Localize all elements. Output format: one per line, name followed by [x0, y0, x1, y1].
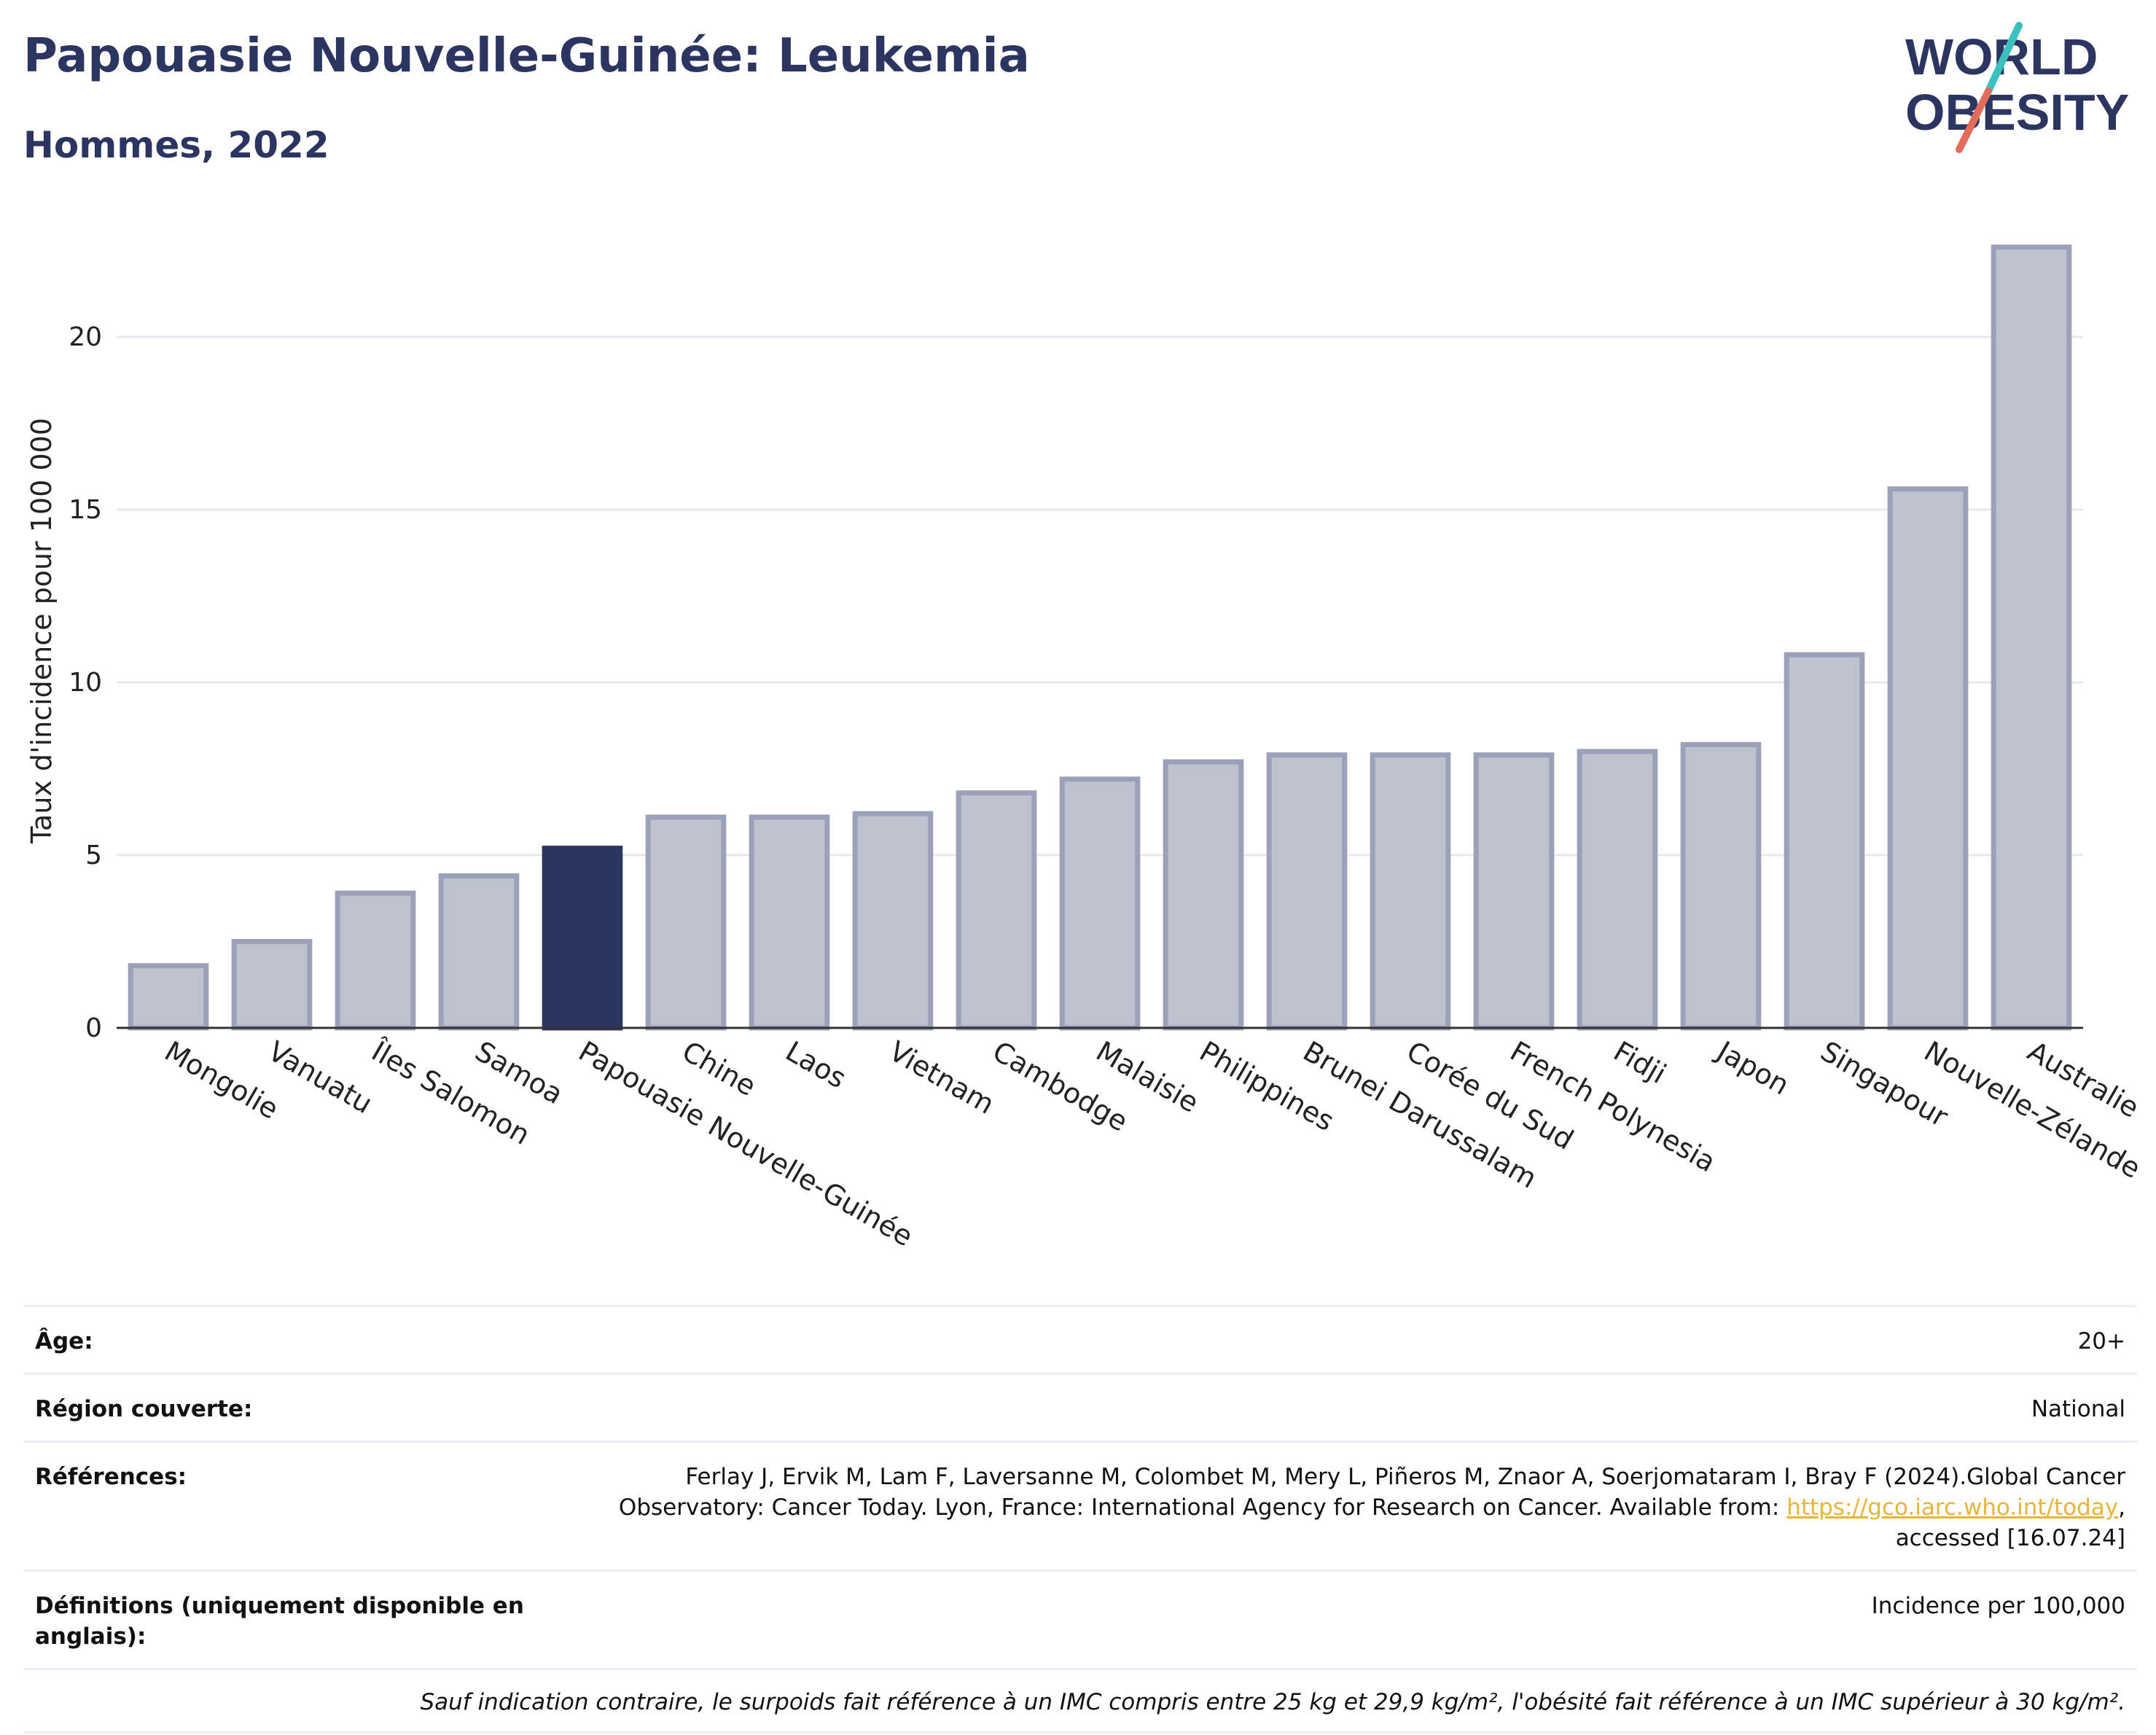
age-label: Âge:: [35, 1328, 93, 1354]
bar: [1059, 776, 1141, 1031]
y-tick-label: 15: [69, 495, 102, 525]
x-tick-label: Japon: [1711, 1034, 1794, 1102]
world-obesity-logo: WORLD OBESITY: [1905, 22, 2129, 153]
references-text-2: Observatory: Cancer Today. Lyon, France:…: [618, 1494, 1787, 1521]
logo-line2: OBESITY: [1905, 84, 2129, 141]
x-tick-label: Mongolie: [160, 1035, 284, 1126]
bar: [1266, 752, 1348, 1031]
definitions-value: Incidence per 100,000: [1871, 1593, 2125, 1619]
age-value: 20+: [2077, 1328, 2125, 1354]
footnote: Sauf indication contraire, le surpoids f…: [420, 1689, 2125, 1715]
y-tick-label: 10: [69, 668, 102, 698]
bar: [335, 890, 416, 1031]
references-label: Références:: [35, 1464, 187, 1490]
x-tick-label: Vietnam: [884, 1035, 1000, 1120]
x-tick-label: Vanuatu: [263, 1035, 378, 1120]
y-tick-label: 20: [69, 322, 102, 352]
bar: [1680, 741, 1762, 1031]
bar: [1370, 752, 1451, 1031]
bar: [1473, 752, 1555, 1031]
bar: [1991, 244, 2072, 1031]
bar-chart: 0 5 10 15 20 Taux d'incidence pour 100 000 Mon…: [26, 244, 2146, 1252]
page-title: Papouasie Nouvelle-Guinée: Leukemia: [23, 29, 1030, 83]
bar: [542, 846, 623, 1031]
references-value: Ferlay J, Ervik M, Lam F, Laversanne M, …: [531, 1462, 2125, 1553]
info-table: Âge: 20+ Région couverte: National Référ…: [23, 1305, 2137, 1734]
references-text-1: Ferlay J, Ervik M, Lam F, Laversanne M, …: [685, 1464, 2125, 1490]
bar: [852, 811, 934, 1031]
info-row-note: Sauf indication contraire, le surpoids f…: [23, 1668, 2137, 1734]
page-subtitle: Hommes, 2022: [23, 124, 329, 166]
references-text-3: ,: [2118, 1494, 2125, 1521]
bar: [645, 814, 727, 1031]
bar: [749, 814, 830, 1031]
y-axis-title: Taux d'incidence pour 100 000: [26, 418, 58, 844]
bar: [1577, 749, 1658, 1031]
logo-slash-teal: [1985, 22, 2023, 95]
info-row-definitions: Définitions (uniquement disponible en an…: [23, 1570, 2137, 1668]
region-value: National: [2031, 1396, 2125, 1422]
bar: [1784, 652, 1865, 1031]
y-tick-label: 5: [85, 841, 102, 870]
info-row-references: Références: Ferlay J, Ervik M, Lam F, La…: [23, 1440, 2137, 1570]
bar: [1163, 759, 1244, 1031]
x-tick-label: Laos: [781, 1035, 852, 1095]
x-tick-label: Fidji: [1609, 1035, 1672, 1091]
references-link[interactable]: https://gco.iarc.who.int/today: [1786, 1494, 2119, 1521]
info-row-age: Âge: 20+: [23, 1305, 2137, 1373]
bar: [438, 873, 520, 1031]
bar: [128, 963, 209, 1031]
info-row-region: Région couverte: National: [23, 1373, 2137, 1440]
region-label: Région couverte:: [35, 1396, 253, 1422]
logo-slash-red: [1956, 87, 1992, 153]
y-tick-label: 0: [85, 1013, 102, 1043]
definitions-label: Définitions (uniquement disponible en an…: [35, 1593, 524, 1650]
bar: [231, 939, 313, 1031]
bar: [1887, 486, 1969, 1031]
references-text-4: accessed [16.07.24]: [1895, 1525, 2125, 1551]
bar: [956, 790, 1037, 1031]
